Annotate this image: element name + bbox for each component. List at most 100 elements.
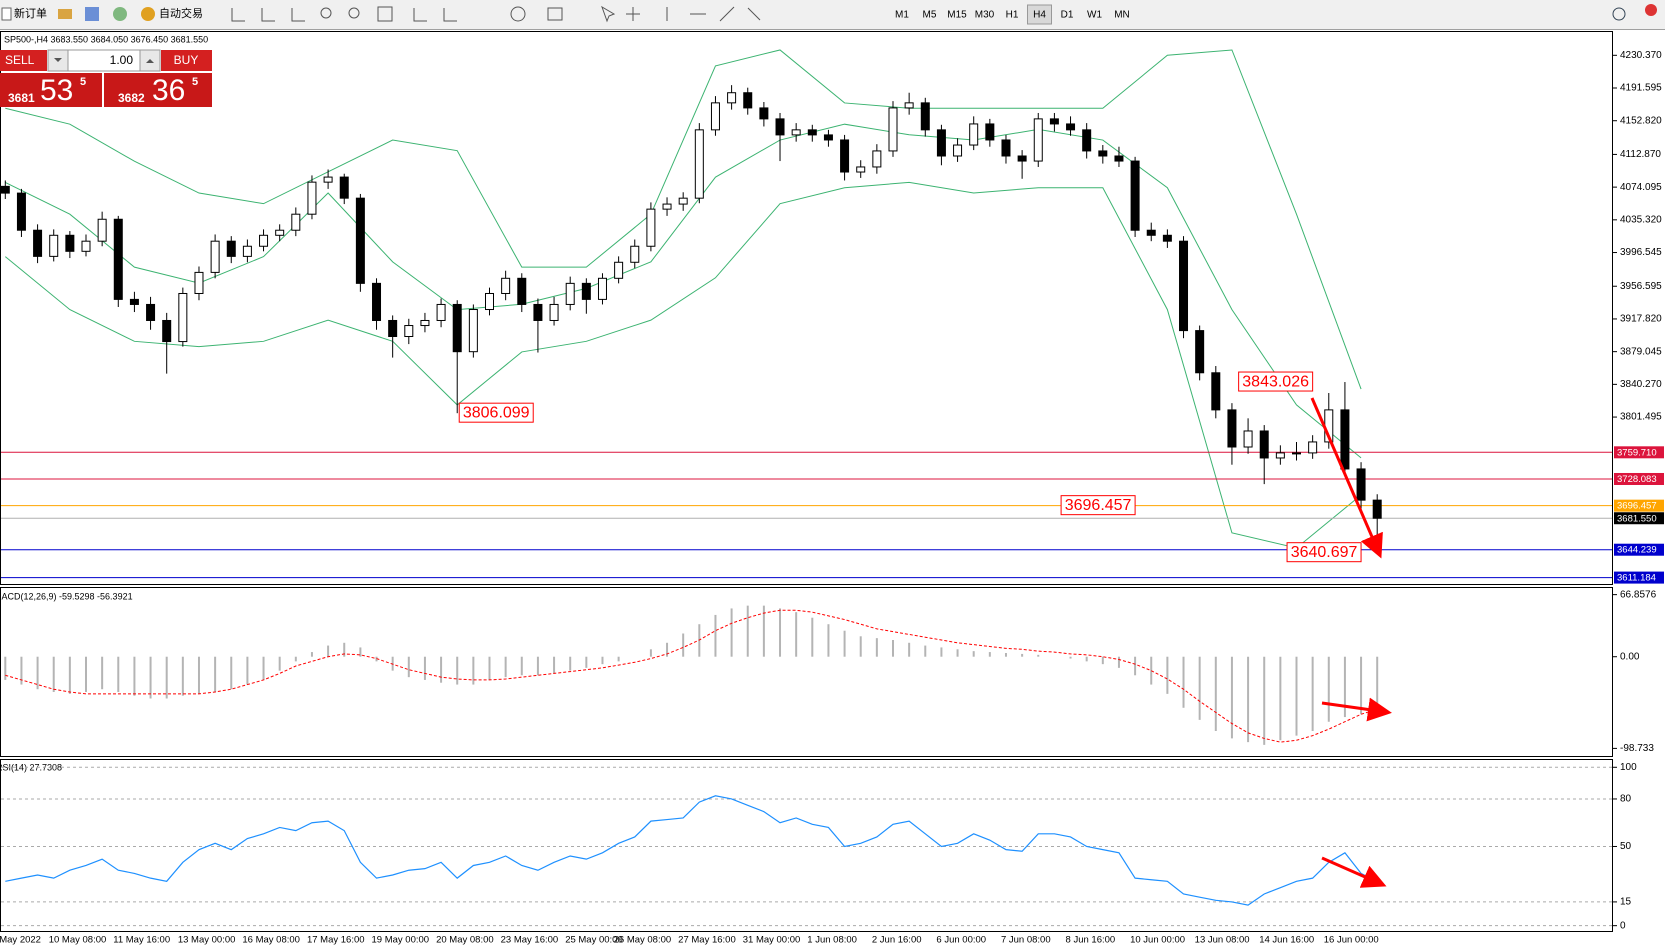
- candle-body: [1130, 160, 1140, 231]
- candle-body: [178, 292, 188, 343]
- candle-body: [372, 282, 382, 321]
- timeframe[interactable]: W1: [1087, 10, 1102, 21]
- timeframe[interactable]: M30: [975, 10, 995, 21]
- x-tick-label: 6 Jun 00:00: [936, 935, 986, 945]
- indicator-title: MACD(12,26,9) -59.5298 -56.3921: [0, 591, 133, 601]
- buy-button[interactable]: [161, 50, 212, 71]
- x-tick-label: 19 May 00:00: [372, 935, 430, 945]
- candle-body: [888, 107, 898, 152]
- icon[interactable]: [113, 7, 127, 21]
- price-annotation-label: 3843.026: [1242, 373, 1309, 390]
- chart-title: SP500-,H4 3683.550 3684.050 3676.450 368…: [4, 34, 208, 44]
- candle-body: [807, 129, 817, 136]
- candle-body: [259, 234, 269, 247]
- candle-body: [1114, 155, 1124, 162]
- y-tick-label: 3917.820: [1620, 314, 1662, 325]
- level-label: 3644.239: [1617, 545, 1657, 556]
- y-tick-label: 50: [1620, 841, 1632, 852]
- ask-pips: 36: [152, 74, 185, 107]
- x-tick-label: 14 Jun 16:00: [1259, 935, 1314, 945]
- price-annotation: [1060, 495, 1136, 516]
- candle-body: [16, 192, 26, 231]
- candle-body: [1001, 139, 1011, 157]
- candle-body: [791, 129, 801, 136]
- active-timeframe: [1027, 4, 1052, 25]
- icon[interactable]: [141, 7, 155, 21]
- candle-body: [1082, 129, 1092, 152]
- candle-body: [775, 118, 785, 136]
- icon[interactable]: [58, 9, 72, 19]
- candle-body: [81, 240, 91, 252]
- candle-body: [872, 150, 882, 168]
- trend-arrow: [1321, 856, 1387, 888]
- y-tick-label: 4152.820: [1620, 115, 1662, 126]
- timeframe[interactable]: D1: [1061, 10, 1074, 21]
- toolbar-icons: [231, 5, 761, 23]
- candle-body: [614, 261, 624, 279]
- y-tick-label: 80: [1620, 794, 1632, 805]
- y-tick-label: 3840.270: [1620, 379, 1662, 390]
- y-tick-label: 4230.370: [1620, 50, 1662, 61]
- candle-body: [985, 123, 995, 141]
- candle-body: [1340, 409, 1350, 470]
- timeframe[interactable]: MN: [1114, 10, 1130, 21]
- bollinger-band: [4, 181, 1362, 549]
- timeframes: M1 M5 M15 M30 H1 H4 D1 W1 MN: [895, 4, 1130, 25]
- timeframe[interactable]: H1: [1006, 10, 1019, 21]
- candle-body: [420, 319, 430, 327]
- x-tick-label: 10 May 08:00: [49, 935, 107, 945]
- search-icon[interactable]: [1612, 7, 1626, 21]
- candle-body: [856, 166, 866, 173]
- level-label-box: [1614, 571, 1664, 584]
- candle-body: [0, 185, 10, 194]
- auto-trading[interactable]: 自动交易: [159, 6, 203, 20]
- candle-body: [823, 134, 833, 141]
- candle-body: [759, 107, 769, 120]
- candle-body: [1275, 452, 1285, 459]
- candle-body: [549, 303, 559, 321]
- candle-body: [1211, 372, 1221, 411]
- bid-box[interactable]: [0, 73, 102, 107]
- lot-value[interactable]: 1.00: [110, 53, 134, 67]
- candle-body: [1308, 441, 1318, 454]
- macd-pane: [0, 587, 1613, 757]
- macd-signal: [5, 609, 1378, 743]
- candle-body: [1098, 150, 1108, 157]
- candle-body: [339, 176, 349, 199]
- timeframe[interactable]: M5: [923, 10, 937, 21]
- new-order[interactable]: 新订单: [14, 6, 47, 20]
- level-label-box: [1614, 472, 1664, 485]
- ask-box[interactable]: [104, 73, 212, 107]
- candle-body: [65, 234, 75, 252]
- x-tick-label: 27 May 16:00: [678, 935, 736, 945]
- candle-body: [113, 218, 123, 300]
- buy-label[interactable]: BUY: [174, 53, 199, 67]
- bollinger-band: [5, 49, 1362, 390]
- rsi-line: [5, 795, 1378, 906]
- candle-body: [694, 129, 704, 199]
- ask-point: 5: [192, 76, 198, 88]
- candle-body: [307, 181, 317, 215]
- timeframe[interactable]: H4: [1033, 10, 1046, 21]
- y-tick-label: 15: [1620, 897, 1632, 908]
- candle-body: [501, 277, 511, 294]
- candle-body: [743, 92, 753, 109]
- candle-body: [242, 245, 252, 257]
- bid-pips: 53: [40, 74, 73, 107]
- sell-label[interactable]: SELL: [5, 53, 35, 67]
- lot-down-arrow: [54, 58, 62, 62]
- y-tick-label: 0: [1620, 920, 1626, 931]
- x-tick-label: 16 Jun 00:00: [1324, 935, 1379, 945]
- candle-body: [194, 271, 204, 294]
- candle-body: [1372, 499, 1382, 519]
- sell-button[interactable]: [0, 50, 47, 71]
- candle-body: [1227, 409, 1237, 448]
- candle-body: [452, 303, 462, 353]
- trend-arrow: [1310, 397, 1383, 559]
- icon[interactable]: [85, 7, 99, 21]
- candle-body: [662, 203, 672, 210]
- icon[interactable]: [1, 7, 12, 21]
- timeframe[interactable]: M15: [947, 10, 967, 21]
- notification-icon[interactable]: [1645, 4, 1657, 16]
- timeframe[interactable]: M1: [895, 10, 909, 21]
